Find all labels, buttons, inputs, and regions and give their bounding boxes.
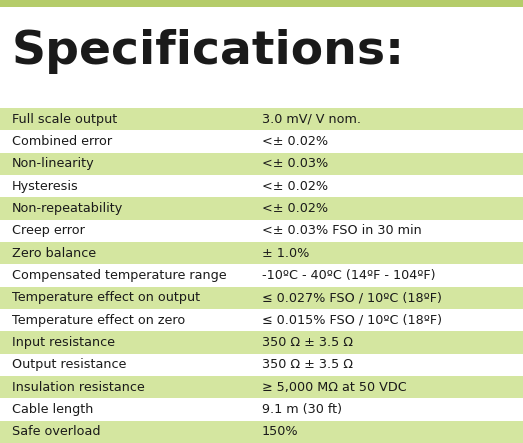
Text: <± 0.02%: <± 0.02% bbox=[262, 202, 327, 215]
Bar bbox=[0, 376, 523, 398]
Text: <± 0.03%: <± 0.03% bbox=[262, 157, 328, 170]
Bar bbox=[0, 264, 523, 287]
Bar bbox=[0, 287, 523, 309]
Bar bbox=[0, 130, 523, 153]
Text: 3.0 mV/ V nom.: 3.0 mV/ V nom. bbox=[262, 113, 360, 126]
Bar bbox=[0, 197, 523, 220]
Text: Hysteresis: Hysteresis bbox=[12, 180, 78, 193]
Text: Temperature effect on output: Temperature effect on output bbox=[12, 291, 200, 304]
Text: ≤ 0.027% FSO / 10ºC (18ºF): ≤ 0.027% FSO / 10ºC (18ºF) bbox=[262, 291, 441, 304]
Text: ≥ 5,000 MΩ at 50 VDC: ≥ 5,000 MΩ at 50 VDC bbox=[262, 381, 406, 394]
Bar bbox=[0, 175, 523, 197]
Text: 150%: 150% bbox=[262, 425, 298, 438]
Bar bbox=[0, 7, 523, 95]
Text: -10ºC - 40ºC (14ºF - 104ºF): -10ºC - 40ºC (14ºF - 104ºF) bbox=[262, 269, 435, 282]
Bar bbox=[0, 153, 523, 175]
Text: Non-repeatability: Non-repeatability bbox=[12, 202, 123, 215]
Bar bbox=[0, 220, 523, 242]
Text: Insulation resistance: Insulation resistance bbox=[12, 381, 144, 394]
Text: Specifications:: Specifications: bbox=[12, 28, 404, 74]
Text: Combined error: Combined error bbox=[12, 135, 111, 148]
Bar bbox=[0, 0, 523, 7]
Bar bbox=[0, 331, 523, 354]
Bar bbox=[0, 354, 523, 376]
Bar bbox=[0, 309, 523, 331]
Text: Full scale output: Full scale output bbox=[12, 113, 117, 126]
Text: Output resistance: Output resistance bbox=[12, 358, 126, 371]
Text: ± 1.0%: ± 1.0% bbox=[262, 247, 309, 260]
Text: Cable length: Cable length bbox=[12, 403, 93, 416]
Text: Input resistance: Input resistance bbox=[12, 336, 115, 349]
Text: Zero balance: Zero balance bbox=[12, 247, 96, 260]
Text: <± 0.02%: <± 0.02% bbox=[262, 180, 327, 193]
Text: 350 Ω ± 3.5 Ω: 350 Ω ± 3.5 Ω bbox=[262, 358, 353, 371]
Text: 350 Ω ± 3.5 Ω: 350 Ω ± 3.5 Ω bbox=[262, 336, 353, 349]
Text: Safe overload: Safe overload bbox=[12, 425, 100, 438]
Text: <± 0.02%: <± 0.02% bbox=[262, 135, 327, 148]
Text: 9.1 m (30 ft): 9.1 m (30 ft) bbox=[262, 403, 342, 416]
Text: Compensated temperature range: Compensated temperature range bbox=[12, 269, 226, 282]
Bar bbox=[0, 108, 523, 130]
Text: Temperature effect on zero: Temperature effect on zero bbox=[12, 314, 185, 326]
Bar bbox=[0, 242, 523, 264]
Bar bbox=[0, 421, 523, 443]
Bar bbox=[0, 398, 523, 421]
Text: Creep error: Creep error bbox=[12, 224, 84, 237]
Text: <± 0.03% FSO in 30 min: <± 0.03% FSO in 30 min bbox=[262, 224, 421, 237]
Text: ≤ 0.015% FSO / 10ºC (18ºF): ≤ 0.015% FSO / 10ºC (18ºF) bbox=[262, 314, 441, 326]
Text: Non-linearity: Non-linearity bbox=[12, 157, 94, 170]
